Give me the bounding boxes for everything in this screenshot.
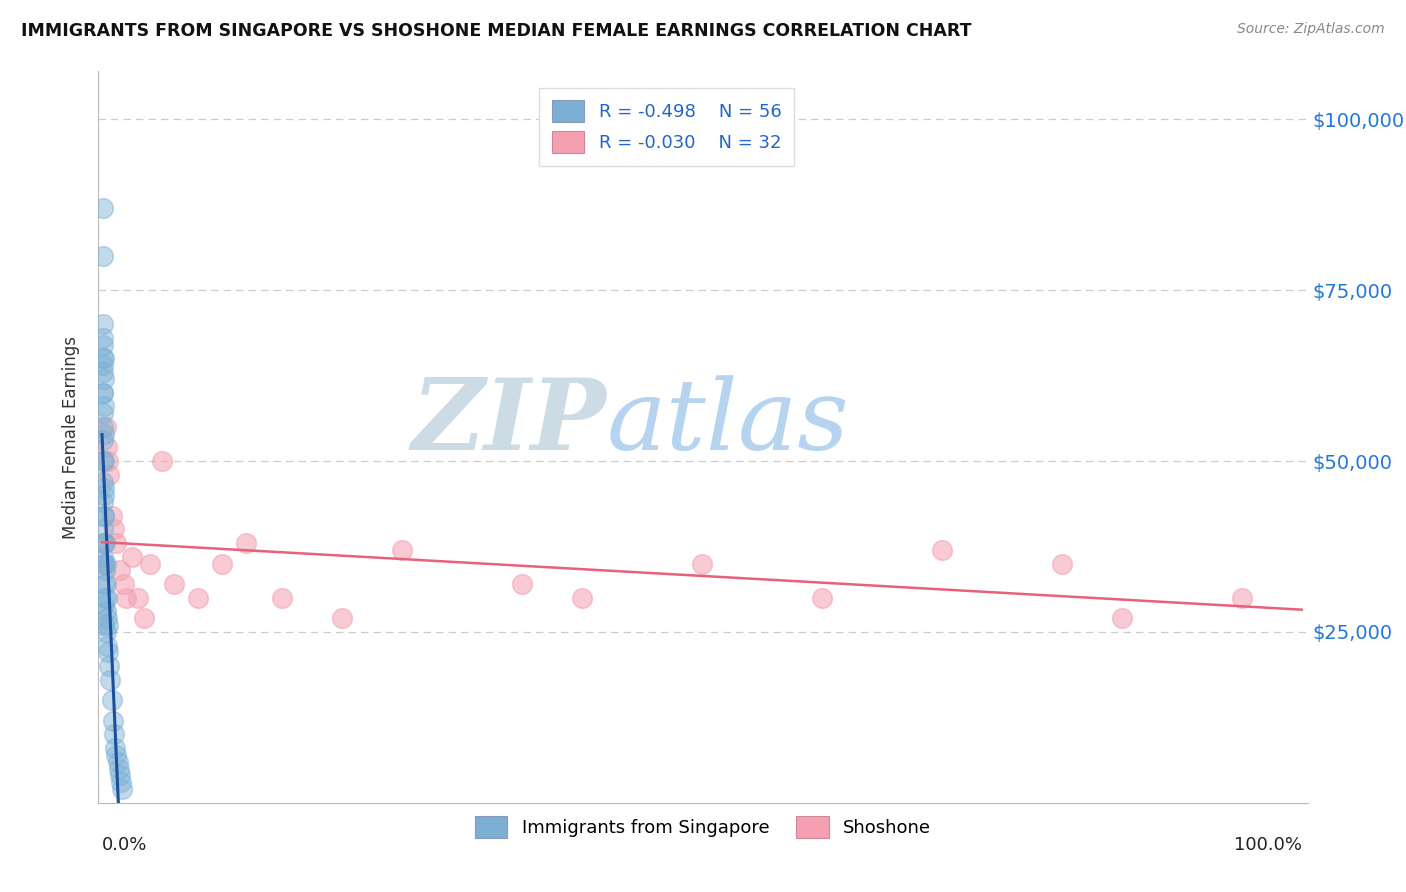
Point xyxy=(98,467,121,482)
Point xyxy=(93,400,115,414)
Point xyxy=(271,591,294,605)
Point xyxy=(91,522,114,536)
Point xyxy=(93,488,115,502)
Point xyxy=(94,557,117,571)
Point xyxy=(93,481,115,495)
Point xyxy=(97,645,120,659)
Point xyxy=(97,618,120,632)
Point xyxy=(94,420,117,434)
Point xyxy=(91,331,114,345)
Point xyxy=(931,542,953,557)
Point xyxy=(91,249,114,263)
Point xyxy=(91,495,114,509)
Point xyxy=(91,475,114,489)
Point xyxy=(96,611,118,625)
Point xyxy=(93,454,115,468)
Point xyxy=(101,714,124,728)
Point xyxy=(93,598,115,612)
Point xyxy=(91,385,114,400)
Text: 100.0%: 100.0% xyxy=(1233,836,1302,854)
Point xyxy=(121,549,143,564)
Point xyxy=(91,549,114,564)
Point xyxy=(100,508,122,523)
Point xyxy=(91,536,114,550)
Point xyxy=(94,577,117,591)
Point xyxy=(91,434,114,448)
Point xyxy=(330,611,353,625)
Point xyxy=(139,557,162,571)
Point xyxy=(100,673,122,687)
Point xyxy=(91,385,114,400)
Point xyxy=(97,454,120,468)
Point xyxy=(96,591,118,605)
Point xyxy=(510,577,533,591)
Point xyxy=(108,768,131,782)
Point xyxy=(1111,611,1133,625)
Point xyxy=(235,536,257,550)
Point xyxy=(91,365,114,379)
Point xyxy=(91,338,114,352)
Y-axis label: Median Female Earnings: Median Female Earnings xyxy=(62,335,80,539)
Point xyxy=(105,747,128,762)
Point xyxy=(810,591,832,605)
Legend: Immigrants from Singapore, Shoshone: Immigrants from Singapore, Shoshone xyxy=(467,808,939,845)
Point xyxy=(94,624,117,639)
Point xyxy=(111,782,134,797)
Point xyxy=(91,318,114,332)
Point xyxy=(1050,557,1073,571)
Point xyxy=(571,591,593,605)
Point xyxy=(94,604,117,618)
Point xyxy=(132,611,155,625)
Point xyxy=(1230,591,1253,605)
Point xyxy=(93,351,115,366)
Point xyxy=(91,454,114,468)
Text: Source: ZipAtlas.com: Source: ZipAtlas.com xyxy=(1237,22,1385,37)
Point xyxy=(93,426,115,441)
Point xyxy=(391,542,413,557)
Point xyxy=(91,359,114,373)
Point xyxy=(93,508,115,523)
Text: atlas: atlas xyxy=(606,375,849,470)
Point xyxy=(163,577,186,591)
Point xyxy=(127,591,149,605)
Point xyxy=(93,557,115,571)
Point xyxy=(112,577,135,591)
Point xyxy=(96,440,118,454)
Text: IMMIGRANTS FROM SINGAPORE VS SHOSHONE MEDIAN FEMALE EARNINGS CORRELATION CHART: IMMIGRANTS FROM SINGAPORE VS SHOSHONE ME… xyxy=(21,22,972,40)
Point xyxy=(150,454,173,468)
Text: 0.0%: 0.0% xyxy=(103,836,148,854)
Point xyxy=(187,591,209,605)
Point xyxy=(108,762,131,776)
Point xyxy=(91,201,114,215)
Point xyxy=(94,563,117,577)
Point xyxy=(105,536,128,550)
Point xyxy=(100,693,122,707)
Point xyxy=(98,659,121,673)
Text: ZIP: ZIP xyxy=(412,375,606,471)
Point xyxy=(93,536,115,550)
Point xyxy=(94,536,117,550)
Point xyxy=(91,351,114,366)
Point xyxy=(93,557,115,571)
Point xyxy=(91,420,114,434)
Point xyxy=(93,618,115,632)
Point xyxy=(690,557,713,571)
Point xyxy=(108,563,131,577)
Point xyxy=(107,755,129,769)
Point xyxy=(115,591,138,605)
Point xyxy=(211,557,233,571)
Point xyxy=(103,727,125,741)
Point xyxy=(110,775,132,789)
Point xyxy=(93,372,115,386)
Point xyxy=(103,522,125,536)
Point xyxy=(96,639,118,653)
Point xyxy=(93,577,115,591)
Point xyxy=(104,741,127,756)
Point xyxy=(94,591,117,605)
Point xyxy=(91,406,114,420)
Point xyxy=(93,508,115,523)
